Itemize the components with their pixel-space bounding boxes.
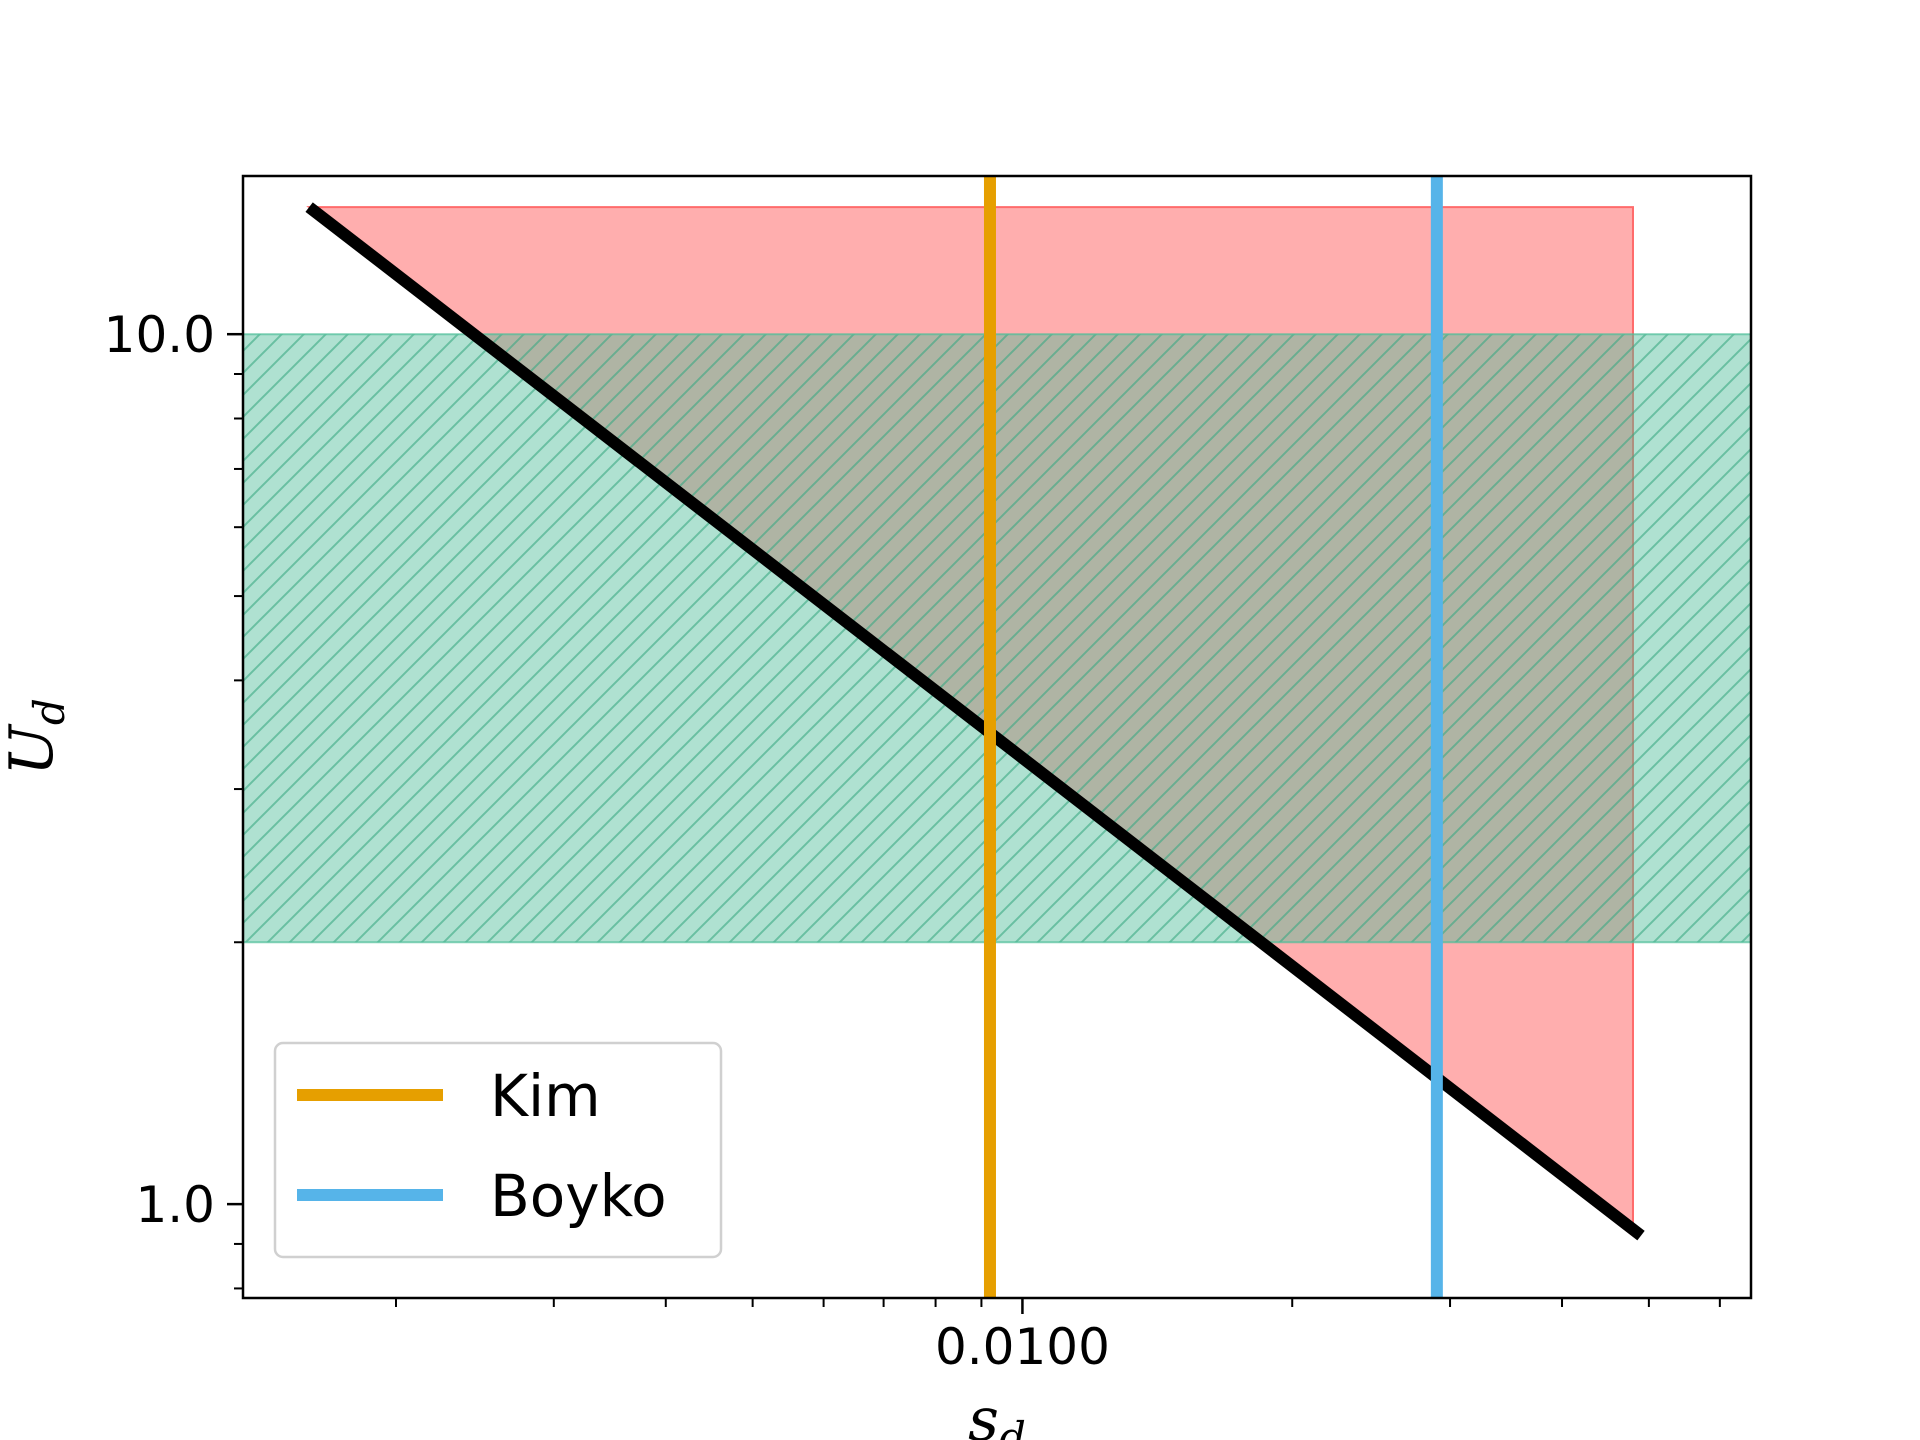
- x-tick-label: 0.0100: [935, 1318, 1110, 1376]
- band-hatch: [243, 334, 1751, 943]
- series-lines: [305, 176, 1645, 1298]
- legend-label-kim: Kim: [490, 1062, 601, 1130]
- tick-labels: 0.0100 1.0 10.0: [104, 306, 1110, 1376]
- y-tick-label: 1.0: [135, 1176, 215, 1234]
- black-diagonal-line: [305, 202, 1645, 1241]
- y-tick-label: 10.0: [104, 306, 215, 364]
- legend: Kim Boyko: [273, 1041, 723, 1259]
- axis-ticks: [227, 332, 1721, 1314]
- plot-frame: [241, 174, 1753, 1300]
- x-axis-label: sd: [968, 1385, 1026, 1440]
- y-axis-label: Ud: [0, 698, 74, 775]
- legend-label-boyko: Boyko: [490, 1162, 667, 1230]
